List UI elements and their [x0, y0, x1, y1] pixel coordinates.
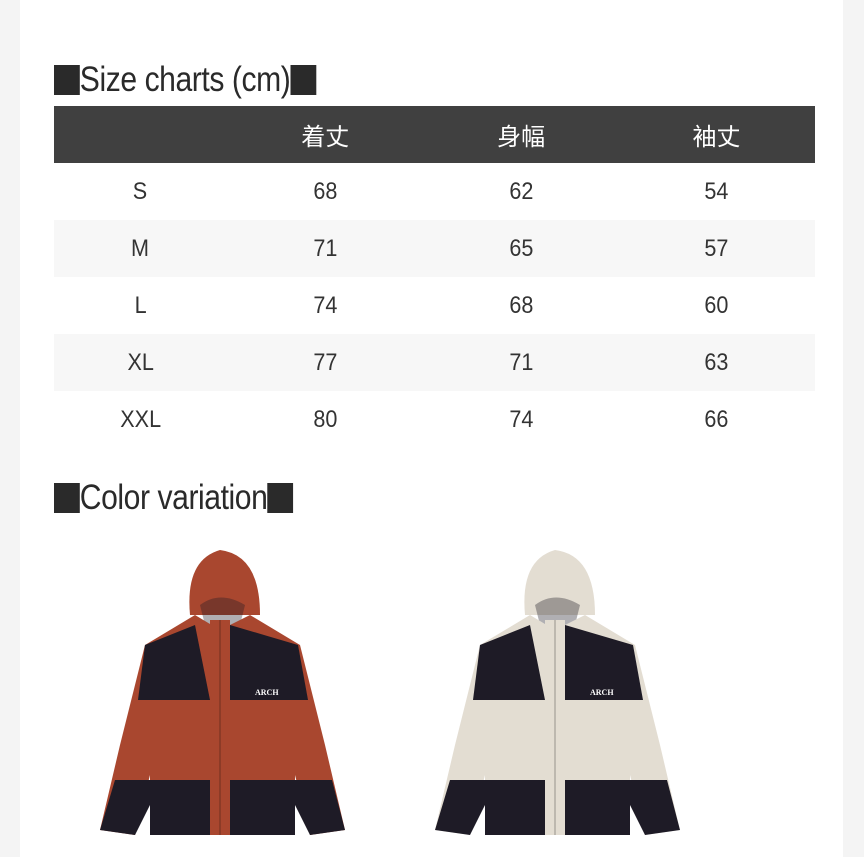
measurement-cell: 80: [313, 405, 338, 433]
size-cell: S: [132, 177, 148, 205]
jacket-illustration: ARCH: [100, 550, 345, 835]
size-chart-table: 着丈 身幅 袖丈 S 68 62 54 M 71 65 57 L 74 68 60 XL 77 71 63 XX…: [54, 106, 815, 448]
measurement-cell: 65: [424, 220, 619, 277]
size-cell: XXL: [119, 405, 161, 433]
jacket-logo: ARCH: [590, 688, 614, 697]
measurement-cell: 74: [313, 291, 338, 319]
size-cell: L: [134, 291, 147, 319]
column-header: 着丈: [226, 106, 425, 163]
square-bullet-icon: [267, 483, 294, 513]
measurement-cell: 71: [226, 220, 425, 277]
column-header: 袖丈: [618, 106, 815, 163]
square-bullet-icon: [54, 483, 80, 513]
size-cell: M: [54, 220, 227, 277]
measurement-cell: 54: [704, 177, 729, 205]
color-variation-heading: Color variation: [54, 478, 294, 518]
measurement-cell: 60: [704, 291, 729, 319]
table-row: XL 77 71 63: [54, 334, 815, 391]
measurement-cell: 68: [509, 291, 534, 319]
measurement-cell: 74: [509, 405, 534, 433]
square-bullet-icon: [54, 65, 80, 95]
table-row: S 68 62 54: [54, 163, 815, 220]
table-header-row: 着丈 身幅 袖丈: [54, 106, 815, 163]
measurement-cell: 68: [313, 177, 338, 205]
square-bullet-icon: [290, 65, 317, 95]
column-header: 身幅: [424, 106, 619, 163]
jacket-image-beige[interactable]: ARCH: [405, 545, 705, 845]
table-row: XXL 80 74 66: [54, 391, 815, 448]
table-row: M 71 65 57: [54, 220, 815, 277]
table-row: L 74 68 60: [54, 277, 815, 334]
size-cell: XL: [54, 334, 227, 391]
jacket-image-red[interactable]: ARCH: [70, 545, 370, 845]
measurement-cell: 71: [424, 334, 619, 391]
jacket-logo: ARCH: [255, 688, 279, 697]
measurement-cell: 63: [618, 334, 815, 391]
measurement-cell: 77: [226, 334, 425, 391]
column-header: [54, 106, 227, 163]
jacket-illustration: ARCH: [435, 550, 680, 835]
size-chart-heading: Size charts (cm): [54, 60, 317, 100]
measurement-cell: 66: [704, 405, 729, 433]
measurement-cell: 62: [509, 177, 534, 205]
measurement-cell: 57: [618, 220, 815, 277]
